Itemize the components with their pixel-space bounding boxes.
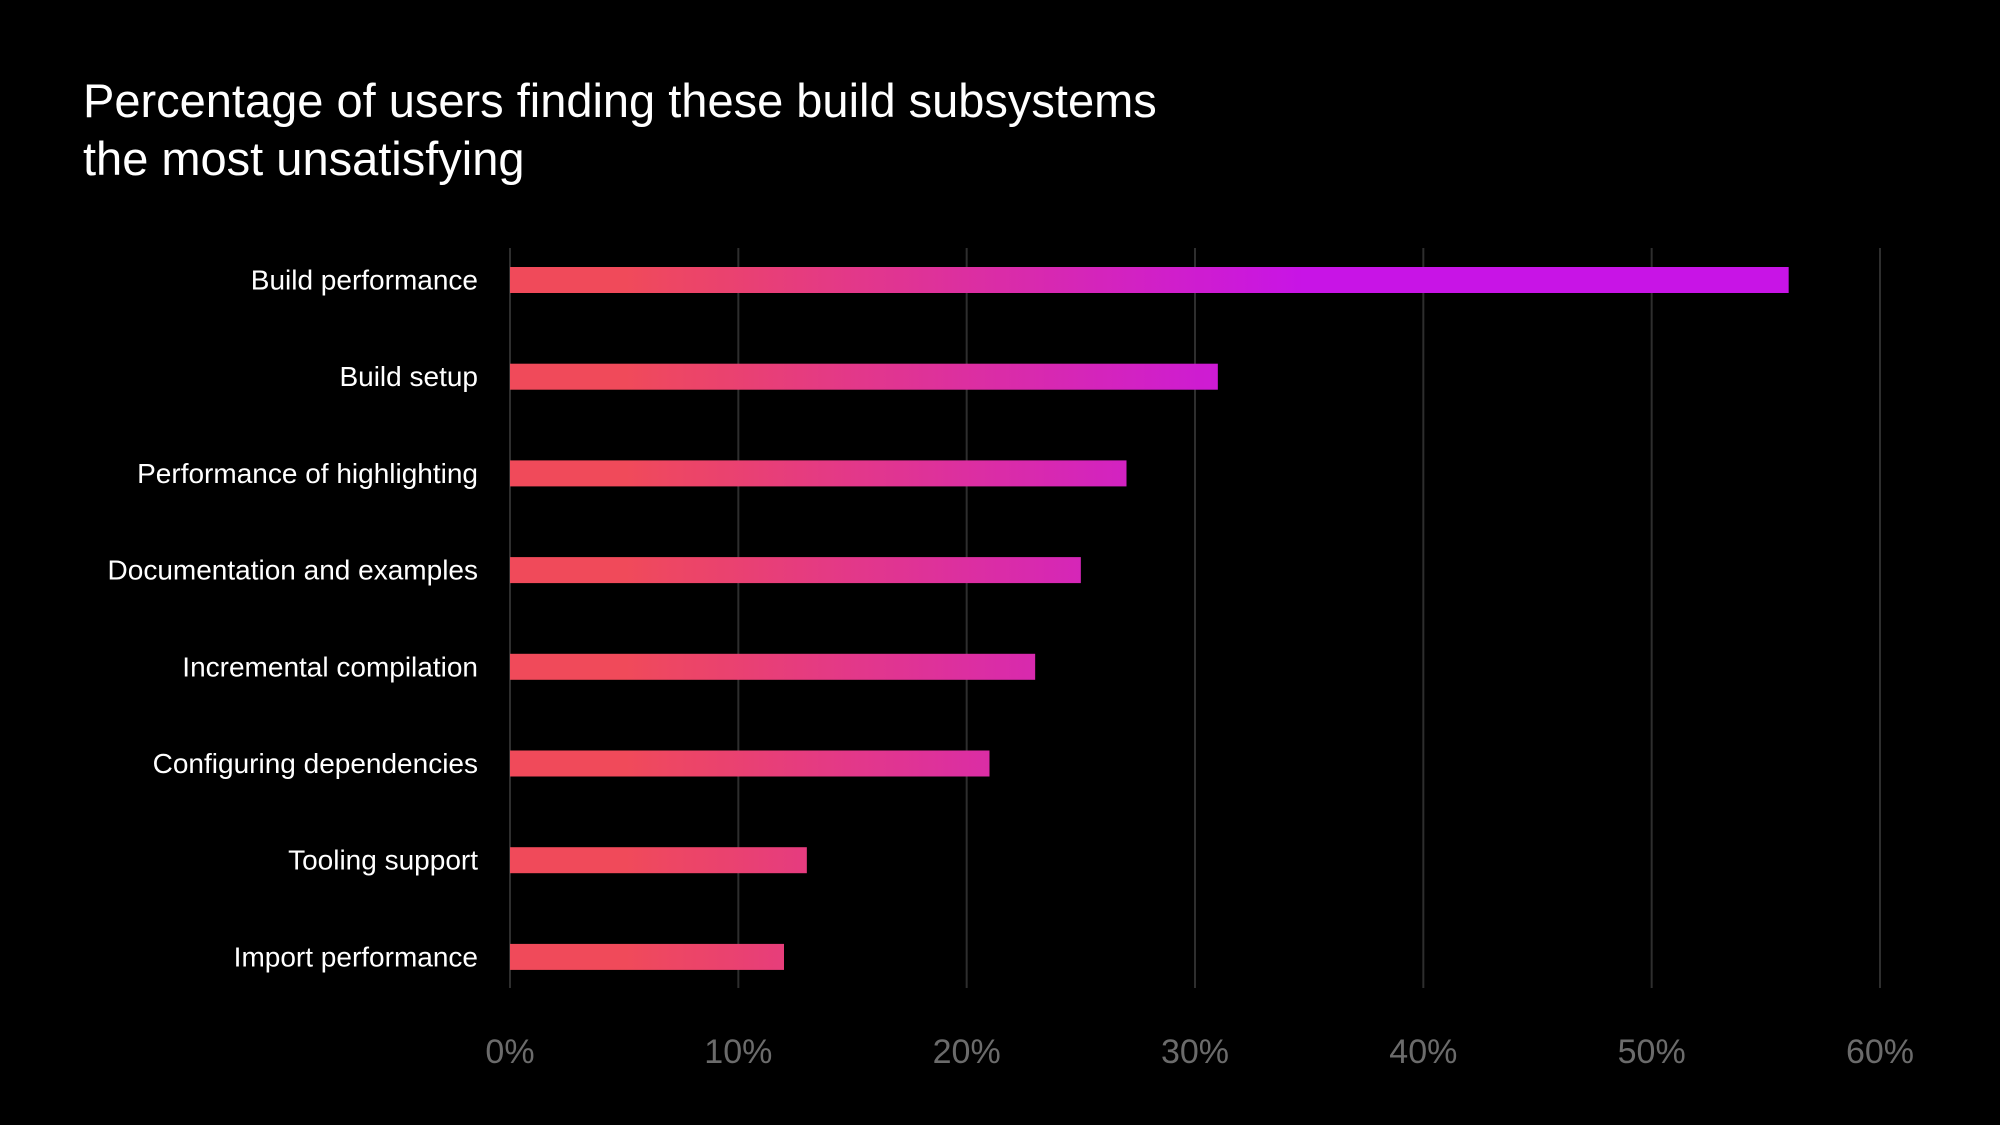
x-tick-label: 30% [1161, 1033, 1229, 1071]
category-label: Build setup [339, 361, 478, 392]
x-tick-label: 60% [1846, 1033, 1914, 1071]
bars [510, 267, 1789, 970]
bar [510, 653, 1036, 680]
category-label: Import performance [234, 941, 478, 972]
bar [510, 557, 1081, 584]
bar [510, 943, 784, 970]
x-tick-label: 20% [933, 1033, 1001, 1071]
category-label: Build performance [251, 265, 478, 296]
category-label: Tooling support [288, 845, 478, 876]
bar [510, 267, 1789, 293]
x-tick-label: 0% [485, 1033, 534, 1071]
bar [510, 460, 1127, 487]
bar [510, 750, 990, 777]
category-labels: Build performance Build setup Performance … [108, 265, 479, 973]
gridlines [509, 248, 1881, 988]
category-label: Incremental compilation [182, 651, 478, 682]
x-tick-label: 10% [704, 1033, 772, 1071]
category-label: Documentation and examples [108, 555, 478, 586]
bar [510, 363, 1218, 390]
bar [510, 847, 807, 874]
x-tick-label: 50% [1618, 1033, 1686, 1071]
category-label: Performance of highlighting [137, 458, 478, 489]
category-label: Configuring dependencies [153, 748, 478, 779]
x-tick-label: 40% [1389, 1033, 1457, 1071]
chart-title: Percentage of users finding these build … [83, 74, 1157, 185]
x-axis-tick-labels: 0% 10% 20% 30% 40% 50% 60% [485, 1033, 1914, 1071]
